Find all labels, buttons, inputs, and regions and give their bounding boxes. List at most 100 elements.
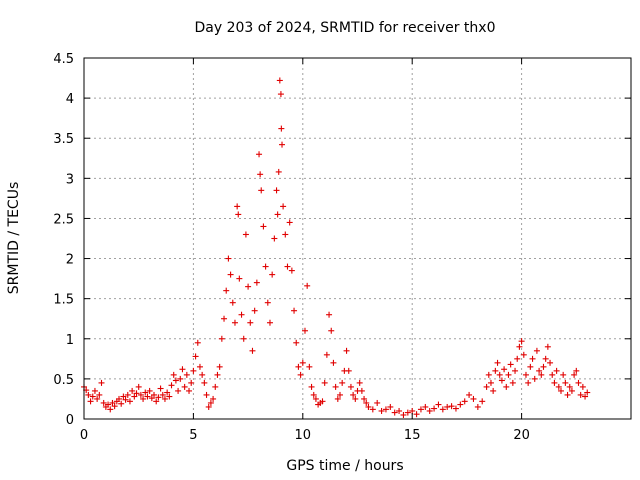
data-point xyxy=(249,347,256,354)
data-point xyxy=(107,406,114,413)
data-point xyxy=(400,411,407,418)
data-point xyxy=(518,338,525,345)
data-point xyxy=(284,263,291,270)
data-point xyxy=(214,371,221,378)
data-point xyxy=(330,359,337,366)
data-point xyxy=(378,407,385,414)
data-point xyxy=(527,363,534,370)
data-point xyxy=(247,319,254,326)
data-point xyxy=(212,383,219,390)
data-point xyxy=(487,379,494,386)
data-point xyxy=(274,211,281,218)
data-point xyxy=(100,399,107,406)
data-point xyxy=(382,406,389,413)
data-point xyxy=(503,383,510,390)
data-point xyxy=(496,371,503,378)
data-point xyxy=(199,371,206,378)
data-point xyxy=(203,391,210,398)
data-point xyxy=(409,407,416,414)
data-point xyxy=(448,403,455,410)
data-point xyxy=(286,219,293,226)
data-point xyxy=(426,407,433,414)
data-point xyxy=(161,395,168,402)
data-point xyxy=(137,391,144,398)
data-point xyxy=(566,383,573,390)
data-point xyxy=(568,387,575,394)
data-point xyxy=(332,383,339,390)
data-point xyxy=(582,393,589,400)
data-point xyxy=(273,187,280,194)
data-point xyxy=(363,399,370,406)
data-point xyxy=(435,401,442,408)
data-point xyxy=(235,211,242,218)
data-point xyxy=(258,187,265,194)
data-point xyxy=(452,405,459,412)
data-point xyxy=(216,363,223,370)
data-point xyxy=(155,394,162,401)
data-point xyxy=(122,396,129,403)
data-point xyxy=(584,389,591,396)
data-point xyxy=(146,387,153,394)
data-point xyxy=(485,371,492,378)
data-point xyxy=(210,395,217,402)
data-point xyxy=(444,403,451,410)
data-point xyxy=(525,379,532,386)
data-point xyxy=(310,391,317,398)
data-point xyxy=(531,375,538,382)
data-point xyxy=(260,223,267,230)
data-point xyxy=(560,371,567,378)
y-tick-label: 3.5 xyxy=(53,132,74,147)
data-point xyxy=(91,387,98,394)
data-point xyxy=(492,367,499,374)
data-point xyxy=(170,371,177,378)
data-point xyxy=(166,393,173,400)
data-point xyxy=(461,398,468,405)
data-point xyxy=(126,398,133,405)
data-point xyxy=(190,367,197,374)
data-point xyxy=(356,379,363,386)
data-point xyxy=(551,379,558,386)
data-point xyxy=(387,403,394,410)
data-point xyxy=(422,403,429,410)
data-point xyxy=(157,385,164,392)
data-point xyxy=(277,91,284,98)
data-point xyxy=(479,398,486,405)
data-point xyxy=(520,351,527,358)
y-axis-label: SRMTID / TECUs xyxy=(6,182,22,295)
y-tick-label: 2.5 xyxy=(53,212,74,227)
y-tick-label: 4.5 xyxy=(53,52,74,67)
data-point xyxy=(505,371,512,378)
data-point xyxy=(547,359,554,366)
data-point xyxy=(323,351,330,358)
data-point xyxy=(549,371,556,378)
data-point xyxy=(494,359,501,366)
y-axis: 0 0.5 1 1.5 2 2.5 3 3.5 4 4.5 xyxy=(53,52,631,428)
data-point xyxy=(577,391,584,398)
data-point xyxy=(164,389,171,396)
y-tick-label: 0 xyxy=(66,413,74,428)
data-point xyxy=(109,399,116,406)
x-tick-label: 15 xyxy=(404,428,421,443)
data-point xyxy=(256,151,263,158)
data-point xyxy=(225,255,232,262)
data-point xyxy=(271,235,278,242)
data-point xyxy=(257,171,264,178)
data-point xyxy=(474,403,481,410)
data-point xyxy=(573,367,580,374)
data-point xyxy=(223,287,230,294)
data-point xyxy=(288,267,295,274)
data-point xyxy=(282,231,289,238)
data-point xyxy=(413,411,420,418)
data-point xyxy=(514,355,521,362)
data-point xyxy=(87,398,94,405)
data-point xyxy=(227,271,234,278)
data-point xyxy=(275,168,282,175)
data-point xyxy=(183,371,190,378)
data-point xyxy=(262,263,269,270)
data-point xyxy=(369,406,376,413)
data-point xyxy=(358,387,365,394)
data-point xyxy=(544,343,551,350)
data-point xyxy=(231,319,238,326)
data-point xyxy=(575,379,582,386)
data-point xyxy=(365,403,372,410)
